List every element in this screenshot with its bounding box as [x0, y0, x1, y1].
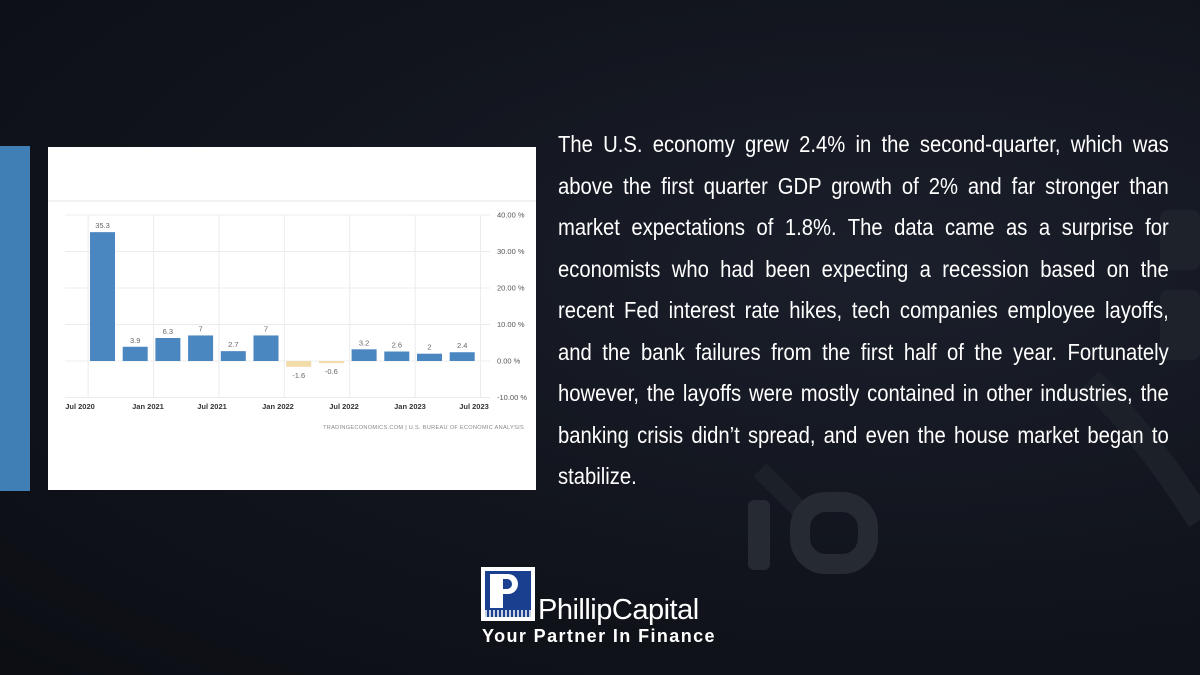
bar-value-label: 7 [264, 324, 268, 333]
gdp-bar-chart: 35.3 3.9 6.3 7 2.7 7 -1.6 -0.6 3.2 2.6 2 2.4 40.00 … [48, 200, 536, 431]
chart-bar [90, 232, 115, 361]
logo-name: PhillipCapital [538, 594, 699, 626]
chart-bar [286, 361, 312, 367]
article-paragraph: The U.S. economy grew 2.4% in the second… [558, 131, 1169, 489]
chart-bar [384, 351, 410, 361]
chart-bar [318, 361, 344, 364]
bar-value-label: 2.4 [457, 341, 467, 350]
chart-bar [253, 335, 279, 361]
chart-bar [449, 352, 475, 361]
gdp-chart-card: 35.3 3.9 6.3 7 2.7 7 -1.6 -0.6 3.2 2.6 2 2.4 40.00 … [48, 147, 536, 490]
bar-value-label: 2.7 [228, 340, 238, 349]
y-tick-label: 0.00 % [497, 357, 521, 366]
y-tick-label: 20.00 % [497, 284, 525, 293]
chart-bar [220, 351, 246, 361]
bar-value-label: 7 [199, 324, 203, 333]
bar-value-label: 3.2 [359, 338, 369, 347]
bar-value-label: 3.9 [130, 336, 140, 345]
x-tick-label: Jul 2023 [459, 402, 489, 411]
logo-tagline: Your Partner In Finance [482, 626, 716, 646]
bar-value-label: 2 [427, 343, 431, 352]
chart-bar [188, 335, 214, 361]
bar-value-label: 2.6 [392, 341, 402, 350]
phillipcapital-logo: PhillipCapital Your Partner In Finance [480, 567, 740, 647]
chart-bar [122, 346, 148, 361]
bar-value-label: -1.6 [292, 371, 305, 380]
accent-bar [0, 146, 30, 491]
x-tick-label: Jan 2023 [394, 402, 426, 411]
chart-source-label: TRADINGECONOMICS.COM | U.S. BUREAU OF EC… [323, 425, 524, 431]
y-tick-label: -10.00 % [497, 393, 527, 402]
bar-value-label: 35.3 [95, 221, 110, 230]
x-tick-label: Jul 2022 [329, 402, 359, 411]
chart-bar [417, 353, 442, 361]
x-tick-label: Jan 2021 [132, 402, 164, 411]
x-tick-label: Jan 2022 [262, 402, 294, 411]
x-tick-label: Jul 2020 [65, 402, 95, 411]
bar-value-label: 6.3 [163, 327, 173, 336]
logo-p-icon [481, 567, 535, 621]
chart-bar [351, 349, 377, 361]
chart-bar [155, 338, 181, 361]
y-tick-label: 10.00 % [497, 320, 525, 329]
bar-value-label: -0.6 [325, 367, 338, 376]
y-tick-label: 30.00 % [497, 247, 525, 256]
x-tick-label: Jul 2021 [197, 402, 227, 411]
y-tick-label: 40.00 % [497, 211, 525, 220]
